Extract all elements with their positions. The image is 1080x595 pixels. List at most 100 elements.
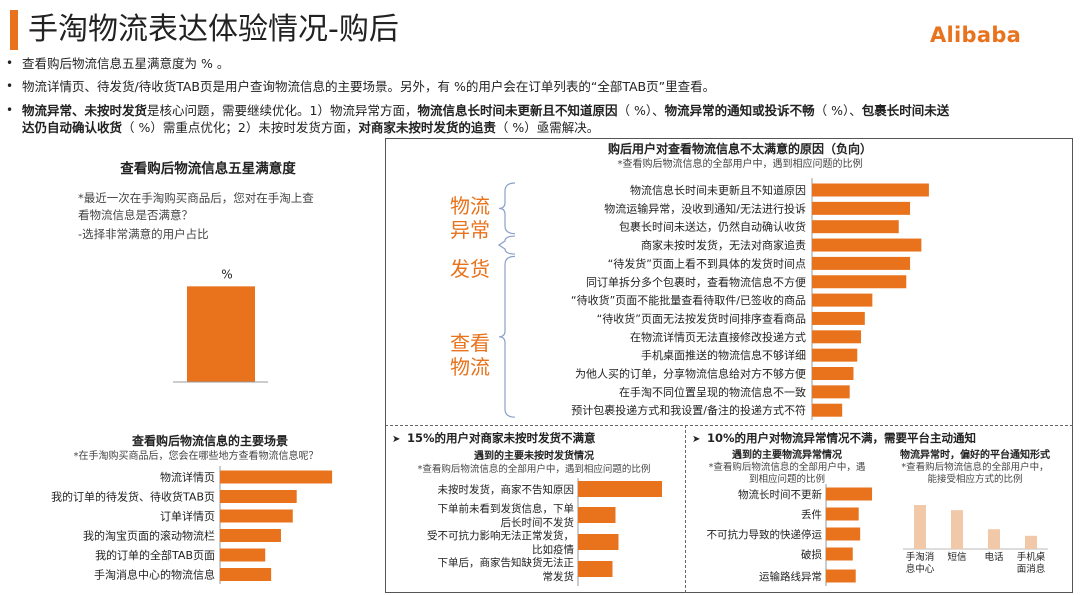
- bullet-emphasis: 物流异常、未按时发货: [22, 103, 148, 118]
- chart-subtitle: 能接受相应方式的比例: [927, 473, 1022, 485]
- reason-label: 物流运输异常，没收到通知/无法进行投诉: [604, 201, 806, 215]
- late-shipment-bar: [578, 481, 662, 497]
- summary-bullet: • 物流详情页、待发货/待收货TAB页是用户查询物流信息的主要场景。另外，有 %的…: [6, 78, 1076, 95]
- scene-label: 我的订单的全部TAB页面: [95, 548, 215, 562]
- group-label: 物流: [450, 355, 490, 379]
- reason-label: 在手淘不同位置呈现的物流信息不一致: [619, 385, 806, 399]
- scene-bar: [220, 490, 297, 503]
- reason-label: 为他人买的订单，分享物流信息给对方不够方便: [575, 367, 806, 381]
- reason-label: “待发货”页面上看不到具体的发货时间点: [608, 256, 806, 270]
- chart-note: *查看购后物流信息的全部用户中，遇到相应问题的比例: [418, 463, 651, 475]
- late-shipment-label: 受不可抗力影响无法正常发货，: [427, 529, 574, 542]
- reason-label: 物流信息长时间未更新且不知道原因: [630, 183, 806, 197]
- reason-label: 预计包裹投递方式和我设置/备注的投递方式不符: [571, 403, 806, 417]
- scene-bar: [220, 568, 272, 581]
- scene-label: 物流详情页: [160, 470, 215, 484]
- reason-bar: [812, 348, 858, 362]
- notify-label: 短信: [947, 551, 966, 563]
- anomaly-label: 物流长时间不更新: [738, 488, 822, 501]
- chart-title: 10%的用户对物流异常情况不满，需要平台主动通知: [707, 431, 976, 445]
- bullet-segment: （ %）亟需解决。: [495, 120, 600, 135]
- anomaly-label: 破损: [801, 548, 822, 561]
- late-shipment-label: 比如疫情: [532, 543, 574, 556]
- notify-bar: [914, 505, 926, 549]
- reason-bar: [812, 220, 899, 234]
- notify-bar: [1025, 535, 1037, 549]
- bullet-segment: 物流详情页、待发货/待收货TAB页是用户查询物流信息的主要场景。另外，有 %的用…: [22, 79, 716, 94]
- bullet-emphasis: 包裹长时间未送: [861, 103, 950, 118]
- reason-label: 包裹长时间未送达，仍然自动确认收货: [619, 220, 806, 234]
- bullet-text: 物流异常、未按时发货是核心问题，需要继续优化。1）物流异常方面，物流信息长时间未…: [22, 102, 949, 119]
- notify-bar: [951, 510, 963, 549]
- anomaly-bar: [826, 507, 859, 521]
- reason-label: 商家未按时发货，无法对商家追责: [641, 238, 806, 252]
- notify-label: 手淘消: [906, 551, 935, 563]
- bullet-segment: （ %）、: [814, 103, 862, 118]
- chart-note: -选择非常满意的用户占比: [78, 227, 209, 241]
- anomaly-label: 运输路线异常: [759, 570, 822, 583]
- bullet-segment: （ %）、: [617, 103, 665, 118]
- late-shipment-label: 常发货: [543, 570, 575, 583]
- chart-title: 15%的用户对商家未按时发货不满意: [407, 431, 596, 445]
- reason-bar: [812, 330, 862, 344]
- group-label: 查看: [450, 331, 490, 355]
- anomaly-bar: [826, 569, 856, 583]
- bullet-emphasis: 达仍自动确认收货: [22, 120, 123, 135]
- bullet-dot: •: [6, 56, 14, 70]
- arrow-icon: ➤: [392, 434, 400, 445]
- chart-title: 购后用户对查看物流信息不太满意的原因（负向）: [608, 141, 872, 156]
- reason-bar: [812, 183, 929, 197]
- reason-label: 在物流详情页无法直接修改投递方式: [630, 330, 806, 344]
- chart-subtitle: *在手淘购买商品后，您会在哪些地方查看物流信息呢？: [74, 449, 319, 462]
- scene-label: 手淘消息中心的物流信息: [94, 568, 215, 582]
- reason-bar: [812, 403, 843, 417]
- scene-bar: [220, 548, 266, 562]
- chart-title: 物流异常时，偏好的平台通知形式: [900, 448, 1050, 461]
- bullet-emphasis: 物流信息长时间未更新且不知道原因: [417, 103, 618, 118]
- reason-label: “待收货”页面无法按发货时间排序查看商品: [597, 311, 806, 325]
- summary-bullet: • 物流异常、未按时发货是核心问题，需要继续优化。1）物流异常方面，物流信息长时间…: [6, 102, 1076, 119]
- anomaly-bar: [826, 547, 853, 561]
- late-shipment-label: 后长时间不发货: [501, 516, 575, 529]
- bullet-text: 查看购后物流信息五星满意度为 % 。: [22, 55, 229, 72]
- late-shipment-label: 下单后，商家告知缺货无法正: [438, 556, 575, 569]
- chart-subtitle: 遇到的主要未按时发货情况: [474, 449, 594, 462]
- anomaly-label: 不可抗力导致的快递停运: [707, 528, 823, 541]
- reason-label: “待收货”页面不能批量查看待取件/已签收的商品: [571, 293, 806, 307]
- chart-subtitle: *查看购后物流信息的全部用户中，: [901, 461, 1048, 473]
- chart-title: 查看购后物流信息的主要场景: [131, 433, 288, 448]
- group-label: 发货: [450, 257, 490, 281]
- late-shipment-bar: [578, 534, 619, 550]
- scene-bar: [220, 529, 281, 542]
- bullet-text: 物流详情页、待发货/待收货TAB页是用户查询物流信息的主要场景。另外，有 %的用…: [22, 78, 715, 95]
- late-shipment-label: 下单前未看到发货信息，下单: [438, 502, 575, 515]
- anomaly-bar: [826, 487, 873, 501]
- bullet-segment: （ %）需重点优化；2）未按时发货方面，: [122, 120, 359, 135]
- late-shipment-label: 未按时发货，商家不告知原因: [438, 483, 575, 496]
- bullet-text: 达仍自动确认收货（ %）需重点优化；2）未按时发货方面，对商家未按时发货的追责（…: [22, 119, 599, 136]
- scene-label: 我的订单的待发货、待收货TAB页: [51, 490, 215, 504]
- reason-bar: [812, 275, 907, 289]
- bar-data-label: %: [221, 267, 232, 281]
- chart-note: 看物流信息是否满意？: [78, 208, 193, 222]
- group-bracket: [498, 255, 516, 418]
- summary-bullet: • 查看购后物流信息五星满意度为 % 。: [6, 55, 1076, 72]
- alibaba-logo: Alibaba: [930, 23, 1022, 47]
- chart-title: 查看购后物流信息五星满意度: [120, 160, 296, 177]
- summary-bullet: 达仍自动确认收货（ %）需重点优化；2）未按时发货方面，对商家未按时发货的追责（…: [6, 119, 1076, 136]
- reason-bar: [812, 256, 911, 270]
- scene-label: 订单详情页: [160, 509, 215, 523]
- anomaly-bar: [826, 527, 861, 541]
- reason-bar: [812, 238, 922, 252]
- group-bracket: [498, 182, 516, 235]
- reason-bar: [812, 367, 854, 380]
- notify-label: 电话: [984, 551, 1004, 563]
- chart-subtitle: *查看购后物流信息的全部用户中，遇到相应问题的比例: [618, 157, 863, 170]
- reason-bar: [812, 293, 873, 307]
- chart-note: *最近一次在手淘购买商品后，您对在手淘上查: [78, 191, 314, 205]
- notify-label: 手机桌: [1017, 551, 1046, 563]
- chart-note: *查看购后物流信息的全部用户中，遇: [709, 461, 866, 473]
- scene-bar: [220, 509, 293, 523]
- notify-label: 息中心: [906, 563, 935, 575]
- reason-bar: [812, 311, 865, 325]
